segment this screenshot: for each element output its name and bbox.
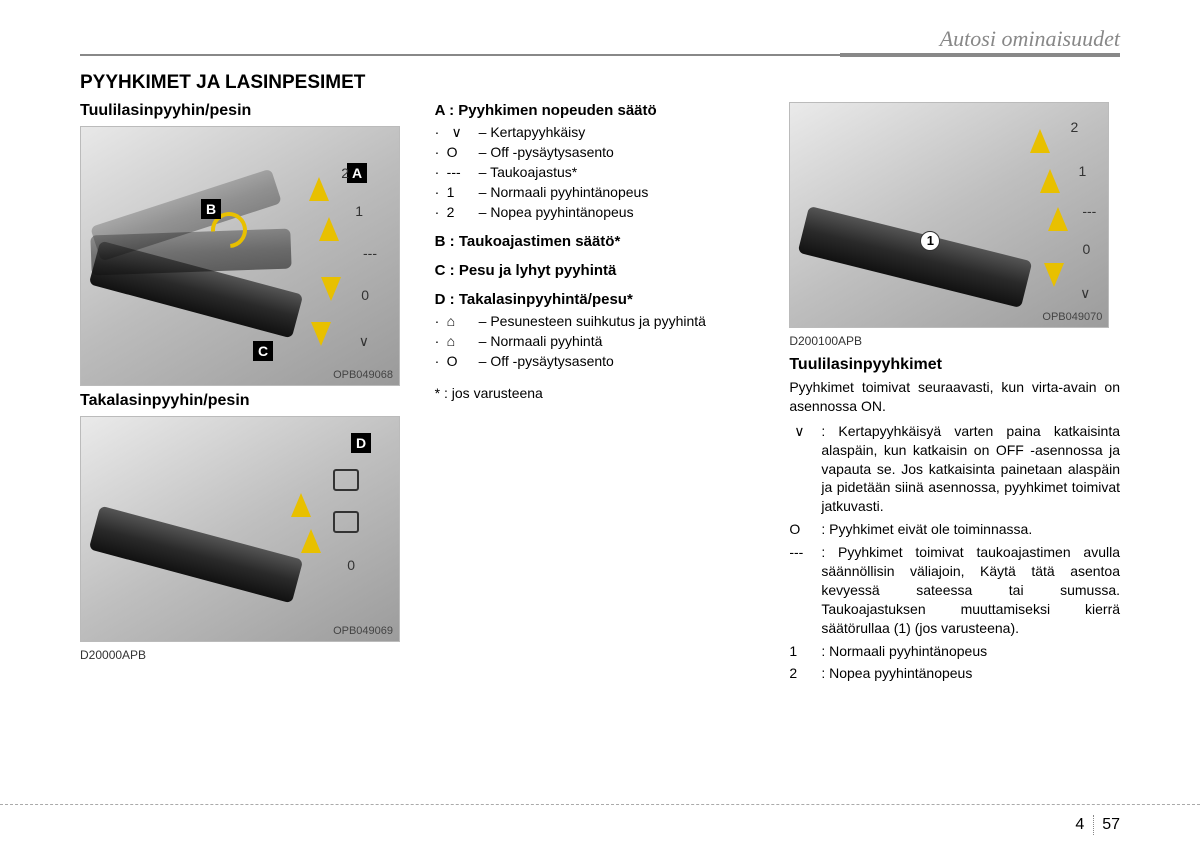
- list-item: ·⌂– Normaali pyyhintä: [435, 332, 766, 351]
- list-item: ·∨– Kertapyyhkäisy: [435, 123, 766, 142]
- label-a: A: [347, 163, 367, 183]
- def-a-title: A : Pyyhkimen nopeuden säätö: [435, 102, 766, 119]
- fig3-tick-2: 2: [1071, 119, 1079, 135]
- fig2-tick-0: 0: [347, 557, 355, 573]
- main-heading: PYYHKIMET JA LASINPESIMET: [80, 72, 1120, 94]
- page: Autosi ominaisuudet PYYHKIMET JA LASINPE…: [0, 0, 1200, 845]
- label-b: B: [201, 199, 221, 219]
- fig2-title: Takalasinpyyhin/pesin: [80, 392, 411, 410]
- col3-intro: Pyyhkimet toimivat seuraavasti, kun virt…: [789, 378, 1120, 416]
- def-d-list: ·⌂– Pesunesteen suihkutus ja pyyhintä ·⌂…: [435, 312, 766, 371]
- fig3-tick-1: 1: [1079, 163, 1087, 179]
- list-item: ·O– Off -pysäytysasento: [435, 352, 766, 371]
- fig1-tick-v: ∨: [359, 333, 369, 350]
- bottom-dash: [0, 804, 1200, 805]
- list-item: 1: Normaali pyyhintänopeus: [789, 642, 1120, 661]
- column-center: A : Pyyhkimen nopeuden säätö ·∨– Kertapy…: [435, 102, 766, 687]
- def-b-title: B : Taukoajastimen säätö*: [435, 233, 766, 250]
- def-a-list: ·∨– Kertapyyhkäisy ·O– Off -pysäytysasen…: [435, 123, 766, 221]
- fig2-image: D 0 OPB049069: [80, 416, 400, 642]
- page-number: 57: [1102, 816, 1120, 833]
- footnote: * : jos varusteena: [435, 385, 766, 401]
- list-item: ·2– Nopea pyyhintänopeus: [435, 203, 766, 222]
- fig1-image: A B C 2 1 --- 0 ∨ OPB049068: [80, 126, 400, 386]
- columns: Tuulilasinpyyhin/pesin A B C 2 1: [80, 102, 1120, 687]
- column-right: 1 2 1 --- 0 ∨ OPB049070 D200100APB Tuuli…: [789, 102, 1120, 687]
- list-item: ·O– Off -pysäytysasento: [435, 143, 766, 162]
- fig1-tick-0: 0: [361, 287, 369, 303]
- list-item: ---: Pyyhkimet toimivat taukoajastimen a…: [789, 543, 1120, 637]
- fig1-tick-dash: ---: [363, 245, 377, 261]
- chapter-title: Autosi ominaisuudet: [932, 26, 1120, 52]
- fig2-code: OPB049069: [333, 625, 393, 637]
- label-c: C: [253, 341, 273, 361]
- fig3-tick-dash: ---: [1082, 203, 1096, 219]
- chapter-number: 4: [1075, 816, 1084, 833]
- list-item: ∨: Kertapyyhkäisyä varten paina katkaisi…: [789, 422, 1120, 516]
- list-item: ·⌂– Pesunesteen suihkutus ja pyyhintä: [435, 312, 766, 331]
- col3-heading: Tuulilasinpyyhkimet: [789, 356, 1120, 374]
- list-item: 2: Nopea pyyhintänopeus: [789, 664, 1120, 683]
- col3-ref: D200100APB: [789, 334, 1120, 348]
- page-footer: 4 57: [1075, 815, 1120, 835]
- fig3-image: 1 2 1 --- 0 ∨ OPB049070: [789, 102, 1109, 328]
- def-c-title: C : Pesu ja lyhyt pyyhintä: [435, 262, 766, 279]
- def-d-title: D : Takalasinpyyhintä/pesu*: [435, 291, 766, 308]
- fig3-tick-0: 0: [1083, 241, 1091, 257]
- fig1-tick-1: 1: [355, 203, 363, 219]
- fig3-tick-v: ∨: [1080, 285, 1090, 302]
- list-item: ·---– Taukoajastus*: [435, 163, 766, 182]
- header-bar: [840, 53, 1120, 57]
- label-d: D: [351, 433, 371, 453]
- column-left: Tuulilasinpyyhin/pesin A B C 2 1: [80, 102, 411, 687]
- fig1-tick-2: 2: [341, 165, 349, 181]
- list-item: O: Pyyhkimet eivät ole toiminnassa.: [789, 520, 1120, 539]
- fig3-code: OPB049070: [1042, 311, 1102, 323]
- header-rule: Autosi ominaisuudet: [80, 30, 1120, 56]
- col1-ref: D20000APB: [80, 648, 411, 662]
- fig1-code: OPB049068: [333, 369, 393, 381]
- fig1-title: Tuulilasinpyyhin/pesin: [80, 102, 411, 120]
- col3-list: ∨: Kertapyyhkäisyä varten paina katkaisi…: [789, 422, 1120, 684]
- list-item: ·1– Normaali pyyhintänopeus: [435, 183, 766, 202]
